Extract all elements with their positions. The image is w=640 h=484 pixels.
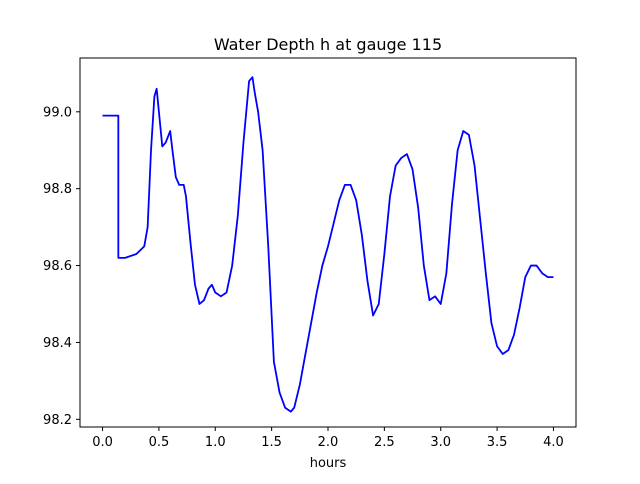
x-tick-label: 4.0 (543, 435, 564, 450)
y-axis: 98.2 98.4 98.6 98.8 99.0 (43, 105, 80, 428)
x-tick-label: 3.0 (430, 435, 451, 450)
x-axis: 0.0 0.5 1.0 1.5 2.0 2.5 3.0 3.5 4.0 (92, 427, 564, 450)
plot-area (102, 76, 554, 413)
y-tick-label: 99.0 (43, 105, 72, 120)
series-line-0 (102, 76, 554, 413)
x-tick-label: 0.5 (149, 435, 170, 450)
x-axis-title: hours (310, 456, 347, 471)
x-tick-label: 2.0 (318, 435, 339, 450)
y-tick-label: 98.8 (43, 182, 72, 197)
axes-frame (79, 57, 577, 428)
x-tick-label: 3.5 (487, 435, 508, 450)
chart-title: Water Depth h at gauge 115 (214, 35, 442, 54)
y-tick-label: 98.4 (43, 336, 72, 351)
y-tick-label: 98.6 (43, 259, 72, 274)
x-tick-label: 0.0 (92, 435, 113, 450)
x-tick-label: 2.5 (374, 435, 395, 450)
x-tick-label: 1.0 (205, 435, 226, 450)
y-tick-label: 98.2 (43, 413, 72, 428)
x-tick-label: 1.5 (261, 435, 282, 450)
